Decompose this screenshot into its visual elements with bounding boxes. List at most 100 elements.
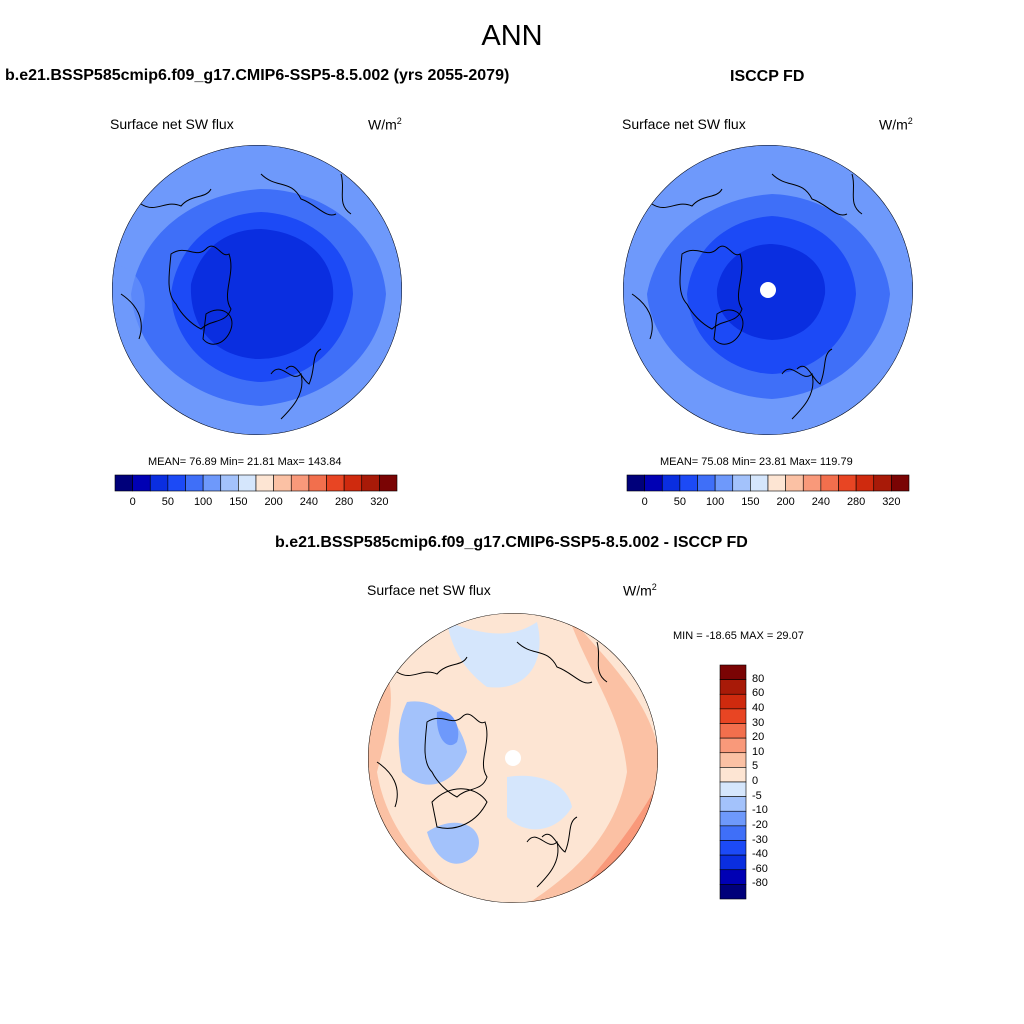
coastline — [596, 641, 608, 683]
panel-title-model: b.e21.BSSP585cmip6.f09_g17.CMIP6-SSP5-8.… — [5, 67, 510, 84]
colorbar-box — [149, 474, 169, 492]
colorbar-labels-obs: 0 50 100 150 200 240 280 320 — [627, 496, 909, 510]
contour-region — [436, 711, 459, 746]
coastline — [285, 348, 322, 385]
colorbar-tick-label: -30 — [752, 833, 768, 846]
stats-model: MEAN= 76.89 Min= 21.81 Max= 143.84 — [148, 456, 342, 468]
colorbar-box — [732, 474, 751, 492]
colorbar-box — [719, 664, 747, 680]
units-label-obs: W/m2 — [879, 116, 913, 133]
coastline — [120, 293, 142, 340]
colorbar-tick-label: -5 — [752, 789, 762, 802]
colorbar-box — [855, 474, 875, 492]
colorbar-box — [308, 474, 327, 492]
variable-label-model: Surface net SW flux — [110, 116, 234, 132]
colorbar-box — [719, 840, 747, 856]
colorbar-labels-diff: 80 60 40 30 20 10 5 0 -5 -10 -20 -30 -40 -60 -80 — [752, 665, 792, 899]
colorbar-tick-label: -80 — [752, 877, 768, 890]
colorbar-box — [679, 474, 698, 492]
colorbar-tick-label: 50 — [673, 496, 686, 508]
units-label-diff: W/m2 — [623, 582, 657, 599]
colorbar-box — [750, 474, 769, 492]
colorbar-box — [714, 474, 734, 492]
colorbar-box — [220, 474, 239, 492]
coastline — [516, 641, 593, 684]
colorbar-box — [132, 474, 151, 492]
colorbar-tick-label: -20 — [752, 818, 768, 831]
colorbar-box — [719, 737, 747, 754]
coastline — [851, 173, 863, 215]
stats-obs: MEAN= 75.08 Min= 23.81 Max= 119.79 — [660, 456, 853, 468]
colorbar-box — [202, 474, 222, 492]
colorbar-box — [891, 474, 910, 492]
coastline — [541, 816, 578, 853]
coastline — [431, 788, 488, 829]
coastline — [396, 656, 468, 677]
colorbar-box — [379, 474, 398, 492]
colorbar-tick-label: 20 — [752, 731, 765, 744]
colorbar-box — [719, 810, 747, 827]
colorbar-box — [838, 474, 857, 492]
colorbar-tick-label: 280 — [846, 496, 866, 508]
colorbar-tick-label: 150 — [229, 496, 248, 508]
colorbar-box — [114, 474, 133, 492]
contour-region — [527, 613, 658, 903]
coastline — [168, 245, 232, 330]
colorbar-box — [697, 474, 716, 492]
colorbar-box — [802, 474, 822, 492]
colorbar-tick-label: 100 — [193, 496, 213, 508]
colorbar-box — [719, 884, 747, 900]
colorbar-model — [114, 474, 398, 492]
coastline — [140, 188, 212, 209]
colorbar-box — [661, 474, 681, 492]
colorbar-box — [626, 474, 645, 492]
colorbar-box — [719, 854, 747, 871]
units-label-model: W/m2 — [368, 116, 402, 133]
colorbar-obs — [626, 474, 910, 492]
polar-map-model — [112, 145, 402, 435]
colorbar-box — [719, 708, 747, 724]
colorbar-box — [767, 474, 786, 492]
colorbar-diff — [719, 664, 747, 900]
colorbar-box — [820, 474, 839, 492]
colorbar-tick-label: 60 — [752, 687, 765, 700]
colorbar-tick-label: 0 — [752, 775, 759, 787]
colorbar-box — [873, 474, 892, 492]
coastline — [713, 309, 744, 345]
colorbar-tick-label: 200 — [264, 496, 283, 508]
coastline — [424, 713, 488, 798]
colorbar-box — [255, 474, 274, 492]
colorbar-box — [719, 723, 747, 739]
colorbar-labels-model: 0 50 100 150 200 240 280 320 — [115, 496, 397, 510]
colorbar-tick-label: 10 — [752, 745, 765, 758]
colorbar-tick-label: -10 — [752, 804, 768, 817]
variable-label-diff: Surface net SW flux — [367, 582, 491, 598]
colorbar-tick-label: 150 — [741, 496, 760, 508]
colorbar-tick-label: 320 — [882, 496, 901, 508]
polar-map-diff — [368, 613, 658, 903]
colorbar-tick-label: -40 — [752, 848, 768, 861]
contour-region — [507, 775, 572, 830]
colorbar-tick-label: 40 — [752, 701, 765, 714]
colorbar-box — [238, 474, 257, 492]
panel-title-obs: ISCCP FD — [730, 68, 805, 85]
coastline — [679, 245, 743, 330]
colorbar-tick-label: 200 — [776, 496, 795, 508]
colorbar-box — [290, 474, 310, 492]
contour-region — [447, 622, 540, 688]
colorbar-tick-label: 240 — [299, 496, 319, 508]
colorbar-tick-label: 0 — [641, 496, 648, 508]
coastline — [202, 309, 233, 345]
contour-region — [190, 229, 334, 359]
colorbar-tick-label: 80 — [752, 672, 765, 685]
colorbar-box — [719, 796, 747, 812]
stats-diff: MIN = -18.65 MAX = 29.07 — [673, 630, 804, 642]
colorbar-tick-label: 240 — [811, 496, 831, 508]
colorbar-box — [719, 825, 747, 841]
colorbar-box — [785, 474, 804, 492]
contour-region — [427, 822, 479, 864]
colorbar-box — [644, 474, 663, 492]
colorbar-box — [361, 474, 380, 492]
panel-title-diff: b.e21.BSSP585cmip6.f09_g17.CMIP6-SSP5-8.… — [275, 534, 748, 551]
page-title: ANN — [481, 20, 543, 52]
